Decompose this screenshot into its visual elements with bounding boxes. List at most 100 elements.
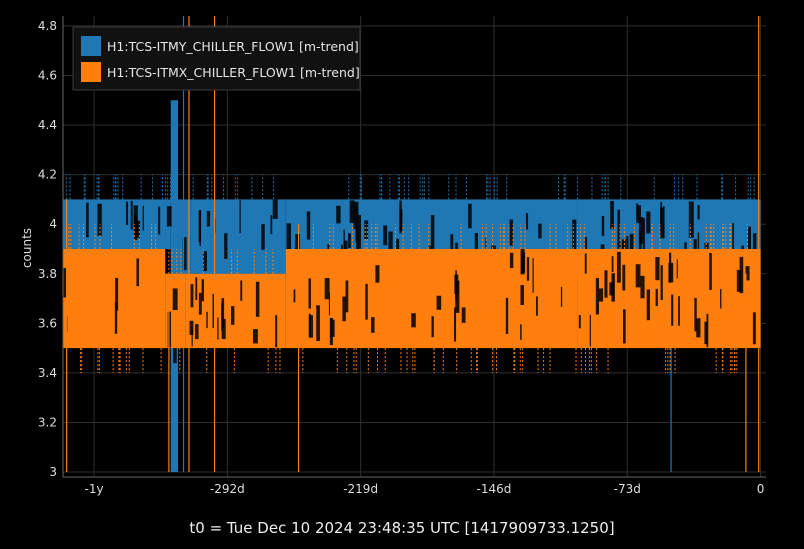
y-tick-label: 3.4 (38, 366, 57, 380)
trend-gap (399, 209, 403, 231)
trend-gap (115, 277, 119, 311)
y-tick-label: 4 (49, 217, 57, 231)
trend-gap (688, 201, 694, 238)
trend-gap (668, 262, 674, 283)
legend-swatch-itmy (81, 36, 101, 56)
y-tick-label: 3.8 (38, 267, 57, 281)
trend-gap (635, 264, 641, 288)
x-tick-label: -292d (210, 482, 245, 496)
trend-gap (255, 281, 260, 317)
trend-gap (509, 252, 514, 269)
trend-gap (636, 205, 641, 224)
trend-gap (97, 203, 102, 236)
trend-gap (199, 210, 201, 247)
trend-gap (611, 256, 614, 273)
trend-gap (316, 305, 320, 342)
trend-gap (114, 302, 118, 334)
trend-gap (520, 249, 525, 275)
trend-band (63, 199, 171, 249)
trend-gap (198, 292, 202, 315)
trend-gap (720, 288, 722, 309)
trend-gap (639, 217, 644, 244)
trend-gap (560, 286, 563, 307)
y-tick-label: 3.6 (38, 316, 57, 330)
trend-gap (660, 202, 663, 234)
trend-gap (357, 214, 361, 249)
trend-gap (252, 329, 258, 344)
trend-gap (709, 252, 712, 290)
trend-gap (125, 201, 129, 226)
trend-gap (589, 314, 591, 347)
x-tick-label: -146d (477, 482, 512, 496)
trend-gap (640, 275, 645, 299)
trend-gap (739, 256, 744, 294)
trend-gap (195, 324, 199, 340)
axes: 3 3.2 3.4 3.6 3.8 4 4.2 4.4 4.6 4.8 -1y -292d -219d -… (38, 16, 766, 496)
trend-gap (203, 251, 207, 272)
trend-gap (431, 316, 434, 338)
trend-gap (133, 205, 138, 234)
trend-gap (601, 216, 605, 237)
trend-gap (130, 200, 133, 230)
trend-gap (172, 288, 178, 311)
trend-gap (697, 204, 700, 220)
trend-gap (63, 267, 67, 298)
y-tick-label: 3 (49, 465, 57, 479)
trend-gap (454, 307, 457, 342)
trend-gap (328, 292, 330, 316)
trend-gap (388, 231, 393, 264)
trend-gap (745, 266, 750, 281)
trend-gap (206, 311, 208, 329)
trend-gap (468, 203, 472, 229)
trend-gap (295, 234, 301, 257)
trend-gap (678, 296, 680, 326)
trend-gap (329, 317, 333, 346)
trend-band (63, 248, 166, 349)
chart-footer-t0: t0 = Tue Dec 10 2024 23:48:35 UTC [14179… (189, 519, 614, 537)
trend-gap (272, 199, 278, 219)
legend-swatch-itmx (81, 62, 101, 82)
trend-gap (623, 309, 626, 344)
trend-gap (136, 258, 140, 287)
trend-gap (261, 224, 265, 250)
trend-gap (663, 206, 665, 238)
trend-gap (646, 211, 651, 234)
trend-gap (221, 302, 223, 331)
trend-gap (221, 298, 225, 328)
legend-label-itmx: H1:TCS-ITMX_CHILLER_FLOW1 [m-trend] (107, 65, 360, 80)
trend-gap (158, 206, 161, 235)
trend-gap (306, 211, 311, 240)
trend-gap (604, 270, 608, 298)
trend-gap (696, 318, 701, 338)
trend-gap (206, 210, 211, 227)
trend-gap (166, 206, 172, 227)
trend-gap (610, 200, 614, 230)
trend-gap (732, 223, 734, 257)
trend-gap (308, 313, 311, 338)
trend-gap (584, 253, 587, 274)
trend-gap (191, 329, 193, 347)
trend-gap (142, 205, 144, 231)
trend-gap (747, 226, 752, 263)
trend-gap (538, 223, 542, 239)
trend-gap (308, 278, 311, 309)
x-tick-label: -1y (85, 482, 104, 496)
trend-gap (520, 324, 522, 340)
trend-gap (240, 280, 243, 301)
trend-gap (343, 229, 345, 264)
plot-area (62, 16, 761, 473)
trend-gap (609, 282, 614, 296)
trend-gap (221, 318, 226, 340)
x-tick-label: 0 (757, 482, 765, 496)
legend: H1:TCS-ITMY_CHILLER_FLOW1 [m-trend] H1:T… (72, 26, 361, 91)
trend-gap (629, 233, 634, 259)
trend-gap (752, 312, 756, 345)
x-tick-label: -219d (343, 482, 378, 496)
trend-gap (231, 306, 235, 325)
x-tick-label: -73d (614, 482, 641, 496)
trend-gap (430, 214, 435, 251)
trend-gap (371, 317, 375, 333)
trend-gap (450, 234, 454, 258)
series-itmx (63, 16, 761, 473)
